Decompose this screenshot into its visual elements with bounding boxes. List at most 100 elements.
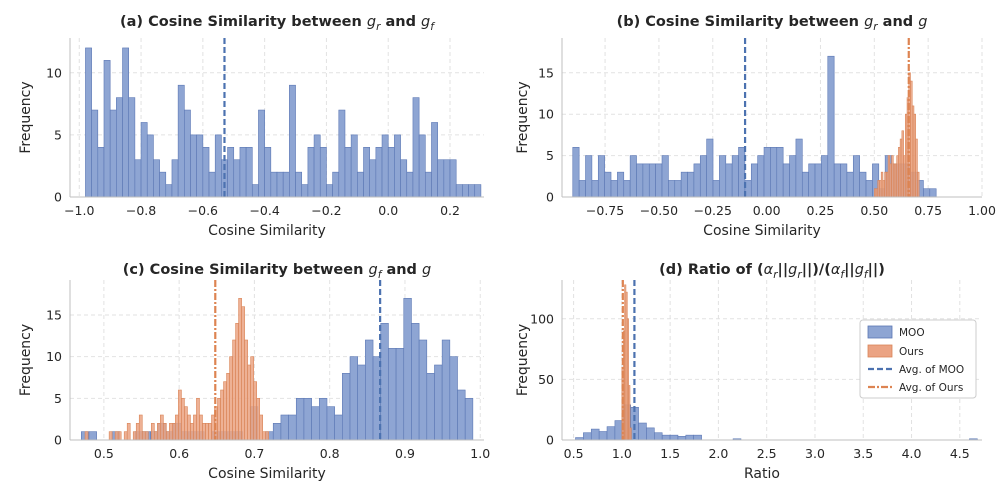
panel-c-bar-moo [449, 356, 458, 441]
panel-b-bar-moo [661, 155, 669, 198]
panel-c-bar-moo [441, 339, 451, 441]
panel-c-bar-moo [434, 364, 443, 441]
panel-b-bar-moo [865, 180, 873, 198]
panel-a-bar-moo [270, 171, 278, 198]
panel-d-bar-moo [685, 434, 694, 441]
panel-a-xtick-label: 0.0 [378, 203, 398, 218]
panel-b-bar-moo [604, 171, 612, 198]
panel-c-bar-ours [114, 431, 119, 441]
panel-a-bar-moo [449, 159, 457, 198]
panel-d-bar-moo [669, 434, 679, 441]
panel-c-bar-ours [117, 431, 122, 441]
panel-c-bar-moo [464, 398, 474, 441]
panel-b-bar-moo [846, 171, 854, 198]
legend-swatch-ours [867, 344, 893, 358]
panel-c-bar-ours [217, 398, 221, 441]
panel-a-bar-moo [418, 134, 426, 198]
panel-a-bar-moo [400, 159, 408, 198]
panel-a-bar-moo [159, 171, 167, 198]
panel-d-title: (d) Ratio of (αr||gr||)/(αf||gf||) [659, 262, 885, 281]
panel-d-bar-moo [646, 427, 655, 441]
panel-d-xtick-label: 1.5 [660, 446, 680, 461]
panel-a-bar-moo [251, 184, 259, 198]
panel-a-bar-moo [394, 134, 401, 198]
panel-c-xtick-label: 0.9 [395, 446, 415, 461]
panel-b-bar-moo [782, 163, 790, 198]
panel-c-bar-moo [319, 398, 328, 441]
legend-swatch-moo [867, 325, 893, 339]
panel-a-bar-moo [97, 147, 105, 198]
panel-c-bar-ours [265, 431, 270, 441]
panel-c-bar-ours [126, 423, 131, 441]
panel-a-bar-moo [295, 171, 303, 198]
panel-c-bar-moo [418, 339, 428, 441]
panel-c-bar-ours [163, 423, 167, 441]
panel-c-bar-moo [395, 348, 405, 441]
panel-c-bar-ours [229, 356, 233, 441]
panel-c-bar-ours [259, 414, 263, 441]
panel-a-bar-moo [140, 122, 148, 198]
panel-c-bar-ours [138, 414, 143, 441]
panel-b-xtick-label: 0.00 [753, 203, 781, 218]
panel-c-bar-ours [187, 414, 191, 441]
panel-a-bar-moo [264, 147, 272, 198]
panel-b-xtick-label: 1.00 [968, 203, 996, 218]
panel-c-bar-moo [311, 406, 320, 441]
panel-b-bar-moo [750, 163, 758, 198]
panel-c-xtick-label: 1.0 [470, 446, 490, 461]
panel-b-xtick-label: 0.75 [914, 203, 942, 218]
panel-d-xtick-label: 2.5 [757, 446, 777, 461]
panel-a-bar-moo [319, 147, 327, 198]
panel-b-bar-moo [840, 163, 848, 198]
panel-a-bar-moo [233, 159, 241, 198]
panel-c-bar-ours [190, 423, 194, 441]
panel-c-bar-ours [247, 364, 251, 441]
panel-c-bar-ours [169, 423, 173, 441]
panel-b-bar-moo [591, 180, 599, 198]
panel-b-bar-moo [706, 138, 714, 198]
panel-a-bar-moo [202, 147, 210, 198]
panel-c-bar-ours [226, 373, 230, 441]
panel-b-bar-moo [833, 163, 841, 198]
panel-a-xlabel: Cosine Similarity [208, 223, 326, 239]
panel-b-ytick-label: 5 [546, 148, 554, 163]
panel-a-bar-moo [190, 134, 197, 198]
panel-d-ytick-label: 100 [530, 311, 554, 326]
legend-label-ours: Ours [899, 346, 924, 358]
panel-a-bar-moo [357, 171, 364, 198]
panel-c-bar-moo [334, 414, 343, 441]
panel-b-bar-moo [597, 155, 605, 198]
panel-a-bar-moo [369, 159, 377, 198]
panel-a-bar-moo [196, 134, 204, 198]
panel-c-bar-ours [241, 306, 245, 441]
panel-b-bar-moo [610, 180, 618, 198]
panel-b-bar-moo [789, 155, 797, 198]
panel-b-bar-moo [648, 163, 656, 198]
panel-c-bar-ours [160, 414, 164, 441]
panel-c-bar-ours [199, 414, 203, 441]
panel-a-bar-moo [326, 184, 333, 198]
panel-c-ytick-label: 0 [54, 433, 62, 448]
panel-c-xtick-label: 0.8 [320, 446, 340, 461]
panel-a-bar-moo [344, 147, 352, 198]
panel-a-bar-moo [282, 171, 290, 198]
panel-d-bar-moo [661, 434, 671, 441]
panel-c-title: (c) Cosine Similarity between gf and g [123, 262, 431, 281]
panel-c-bar-ours [262, 431, 267, 441]
panel-a-bar-moo [85, 47, 92, 198]
panel-c-bar-moo [303, 398, 312, 441]
panel-a-bar-moo [431, 122, 438, 198]
panel-a-bar-moo [245, 147, 253, 198]
panel-a-bar-moo [276, 171, 284, 198]
panel-c-bar-ours [166, 431, 170, 441]
panel-b-xtick-label: 0.25 [807, 203, 835, 218]
panel-b-bar-moo [725, 163, 733, 198]
panel-b-xtick-label: −0.75 [586, 203, 624, 218]
panel-a-xtick-label: −0.4 [249, 203, 279, 218]
panel-a-bar-moo [462, 184, 469, 198]
panel-b-bar-moo [770, 147, 778, 198]
panel-a-bar-moo [424, 171, 432, 198]
panel-b-bar-moo [578, 180, 586, 198]
panel-d-xtick-label: 3.0 [805, 446, 825, 461]
panel-c-bar-moo [272, 423, 282, 441]
